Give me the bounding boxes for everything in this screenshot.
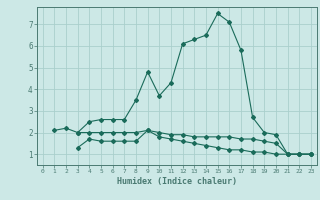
X-axis label: Humidex (Indice chaleur): Humidex (Indice chaleur) <box>117 177 237 186</box>
